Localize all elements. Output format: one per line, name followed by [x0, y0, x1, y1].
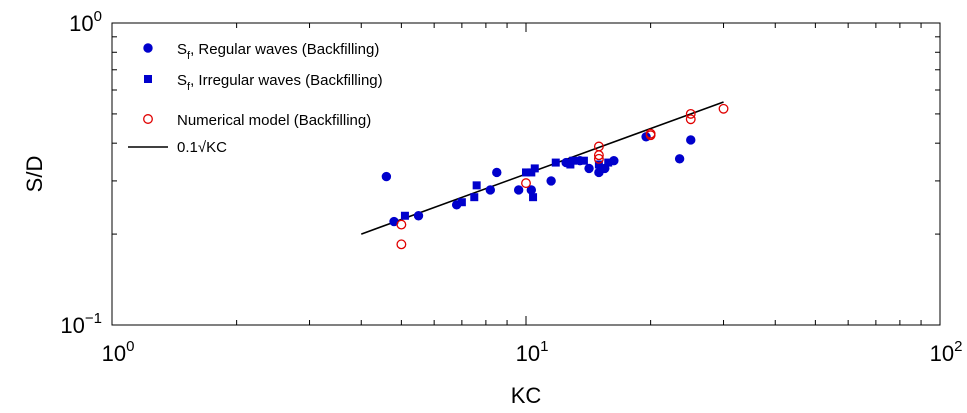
legend-marker-2	[143, 75, 152, 84]
series-2-point	[594, 160, 603, 169]
series-1-point	[513, 185, 524, 195]
x-tick-label-exponent: 0	[126, 338, 134, 355]
y-tick-label-base: 10	[69, 11, 93, 36]
series-3-point	[685, 114, 696, 125]
x-tick-label: 102	[930, 338, 963, 366]
series-3-point	[718, 103, 729, 114]
series-3-point	[645, 130, 656, 141]
series-2-point	[551, 158, 560, 167]
series-2-point	[530, 164, 539, 173]
series-3-point	[593, 150, 604, 161]
legend-marker-1	[143, 43, 153, 53]
legend-label-2: Sf, Irregular waves (Backfilling)	[177, 72, 383, 93]
series-3-point	[521, 178, 531, 189]
y-axis-label: S/D	[22, 156, 47, 193]
y-tick-label: 100	[69, 8, 102, 36]
y-tick-label-exponent: 0	[94, 8, 102, 25]
legend-marker-3	[143, 114, 153, 124]
series-2-point	[457, 198, 466, 207]
y-tick-label-exponent: −1	[85, 310, 102, 327]
data-points	[381, 103, 729, 250]
x-tick-label: 100	[102, 338, 135, 366]
series-3-points	[396, 103, 729, 250]
series-2-point	[472, 181, 481, 190]
legend-label-1: Sf, Regular waves (Backfilling)	[177, 41, 379, 62]
series-1-point	[492, 167, 502, 178]
series-1-point	[485, 185, 496, 195]
series-2-point	[529, 193, 538, 202]
y-tick-label: 10−1	[60, 310, 102, 338]
x-tick-label-exponent: 1	[540, 338, 548, 355]
legend-label-fit: 0.1√KC	[177, 139, 227, 156]
y-tick-label-base: 10	[60, 313, 84, 338]
series-1-point	[674, 154, 685, 164]
series-1-point	[584, 163, 594, 174]
legend: Sf, Regular waves (Backfilling) Sf, Irreg…	[128, 41, 383, 156]
series-2-point	[470, 193, 479, 202]
axis-ticks	[111, 23, 940, 326]
x-tick-label: 101	[516, 338, 549, 366]
series-2-points	[400, 156, 613, 220]
series-1-point	[381, 171, 392, 182]
x-tick-label-base: 10	[102, 341, 126, 366]
x-tick-label-exponent: 2	[954, 338, 962, 355]
series-2-point	[579, 156, 588, 165]
series-3-point	[593, 153, 604, 164]
series-1-point	[686, 135, 696, 145]
fit-line-group	[360, 101, 724, 235]
series-3-point	[396, 239, 407, 250]
x-axis-label: KC	[511, 383, 542, 408]
fit-line	[360, 101, 724, 235]
series-3-point	[685, 108, 696, 119]
series-1-point	[546, 176, 556, 186]
x-tick-label-base: 10	[930, 341, 954, 366]
series-2-point	[604, 158, 613, 167]
series-2-point	[400, 211, 409, 220]
legend-label-3: Numerical model (Backfilling)	[177, 112, 371, 129]
series-2-point	[569, 156, 578, 165]
x-tick-label-base: 10	[516, 341, 540, 366]
series-3-point	[396, 219, 407, 230]
series-1-point	[413, 211, 424, 221]
